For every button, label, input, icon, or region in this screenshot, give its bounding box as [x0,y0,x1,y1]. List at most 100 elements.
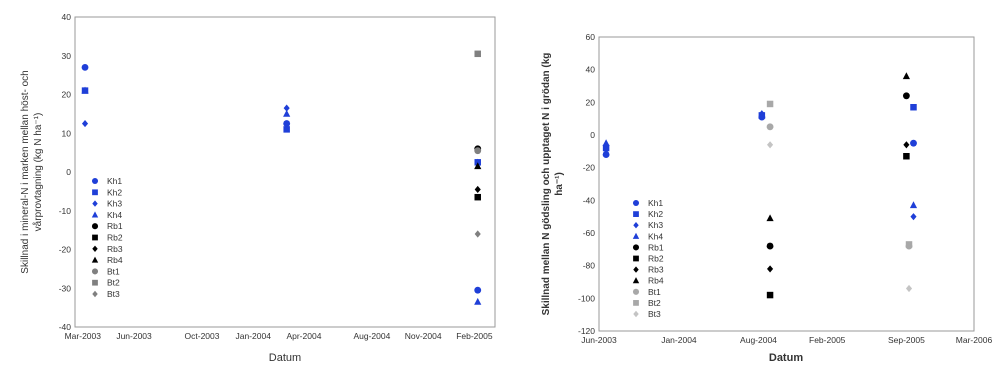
y-tick-label: -60 [583,228,596,238]
legend-label-kh3: Kh3 [107,199,122,209]
x-tick-label: Apr-2004 [286,331,321,341]
legend-marker-rb2 [633,255,639,262]
x-tick-label: Jun-2003 [116,331,152,341]
y-tick-label: -40 [583,195,596,205]
legend-marker-bt2 [92,279,98,286]
x-tick-label: Jun-2003 [581,335,617,345]
legend-marker-bt3 [92,290,98,298]
legend-marker-kh1 [91,177,99,185]
data-point-kh3 [81,119,89,128]
x-axis-label-left: Datum [269,352,301,364]
data-point-bt1 [474,147,482,155]
data-point-kh4 [81,86,89,94]
data-point-bt3 [767,141,774,149]
legend-label-rb3: Rb3 [648,265,664,275]
y-axis-label-left-line1: Skillnad i mineral-N i marken mellan hös… [20,70,31,273]
legend-marker-rb1 [91,223,99,230]
data-point-bt3 [474,230,481,238]
x-tick-label: Nov-2004 [405,331,442,341]
legend-marker-bt1 [91,268,99,275]
y-tick-label: -20 [59,245,72,255]
legend-marker-kh2 [633,211,639,217]
y-tick-label: 0 [66,167,71,177]
legend-label-kh1: Kh1 [648,198,663,208]
legend-label-bt2: Bt2 [648,298,661,308]
y-tick-label: 40 [586,65,596,75]
y-tick-label: -20 [583,163,596,173]
x-tick-label: Sep-2005 [888,335,925,345]
y-tick-labels-left: -40 -30 -20 -10 0 10 20 30 40 [59,12,72,332]
x-tick-label: Aug-2004 [740,335,777,345]
y-tick-label: 20 [62,90,72,100]
data-point-rb3 [767,265,774,273]
legend-marker-kh4 [632,232,640,239]
data-point-rb3 [474,185,481,194]
legend-label-rb1: Rb1 [648,242,664,252]
y-tick-labels-right: -120 -100 -80 -60 -40 -20 0 20 40 60 [578,32,595,336]
y-axis-label-right-line2: ha⁻¹) [554,172,565,196]
data-point-kh2 [283,126,290,133]
legend-marker-bt3 [633,310,639,318]
x-tick-label: Jan-2004 [236,331,272,341]
data-point-rb2 [474,193,481,201]
x-tick-label: Oct-2003 [185,331,220,341]
y-tick-label: 30 [62,51,72,61]
data-point-rb1 [766,242,774,250]
y-axis-label-right-line1: Skillnad mellan N gödsling och upptaget … [541,53,552,316]
legend-marker-kh3 [92,200,98,207]
legend-label-kh4: Kh4 [107,210,122,220]
data-point-kh3 [283,104,290,112]
x-tick-label: Aug-2004 [353,331,390,341]
legend-label-bt2: Bt2 [107,278,120,288]
legend-marker-kh3 [633,222,639,229]
y-tick-label: -120 [578,326,595,336]
x-tick-label: Feb-2005 [456,331,493,341]
legend-marker-rb1 [632,244,640,251]
legend-marker-rb2 [92,234,98,241]
data-point-kh4 [283,109,291,117]
legend-label-rb1: Rb1 [107,221,123,231]
y-tick-label: 60 [586,32,596,42]
legend-label-kh1: Kh1 [107,176,122,186]
data-point-rb4 [474,162,482,170]
data-point-kh4 [758,111,766,119]
legend-label-kh4: Kh4 [648,231,663,241]
y-tick-label: -30 [59,283,72,293]
data-point-kh4 [474,297,482,305]
legend-marker-rb4 [91,256,99,263]
data-point-kh1 [81,63,89,71]
plot-area-right [598,36,975,332]
data-point-rb1 [902,92,910,100]
legend-label-bt3: Bt3 [107,289,120,299]
x-tick-labels-left: Mar-2003 Jun-2003 Oct-2003 Jan-2004 Apr-2004… [65,331,493,341]
legend-marker-kh2 [92,189,98,196]
data-point-bt1 [766,123,774,131]
legend-marker-bt2 [633,300,639,306]
legend-marker-bt1 [632,288,640,295]
y-tick-label: 0 [590,130,595,140]
data-point-bt2 [474,50,481,58]
data-point-bt3 [905,284,913,293]
data-point-kh1 [474,286,482,294]
y-tick-label: 10 [62,128,72,138]
legend-label-rb2: Rb2 [648,254,664,264]
data-points-right [602,72,918,299]
data-point-kh1 [602,151,610,159]
data-point-kh3 [910,213,917,221]
x-axis-label-right: Datum [769,352,803,364]
data-point-rb2 [903,152,910,160]
legend-marker-kh4 [91,211,99,218]
legend-label-rb4: Rb4 [648,276,664,286]
x-tick-label: Feb-2005 [809,335,846,345]
y-tick-label: -80 [583,261,596,271]
data-point-bt2 [766,100,774,108]
data-point-rb3 [903,141,910,149]
x-tick-label: Jan-2004 [661,335,697,345]
chart-right: -120 -100 -80 -60 -40 -20 0 20 40 60 Jun-2003 Jan-… [541,32,992,364]
legend-label-bt3: Bt3 [648,309,661,319]
data-point-kh1 [283,120,291,127]
y-tick-label: -10 [59,206,72,216]
